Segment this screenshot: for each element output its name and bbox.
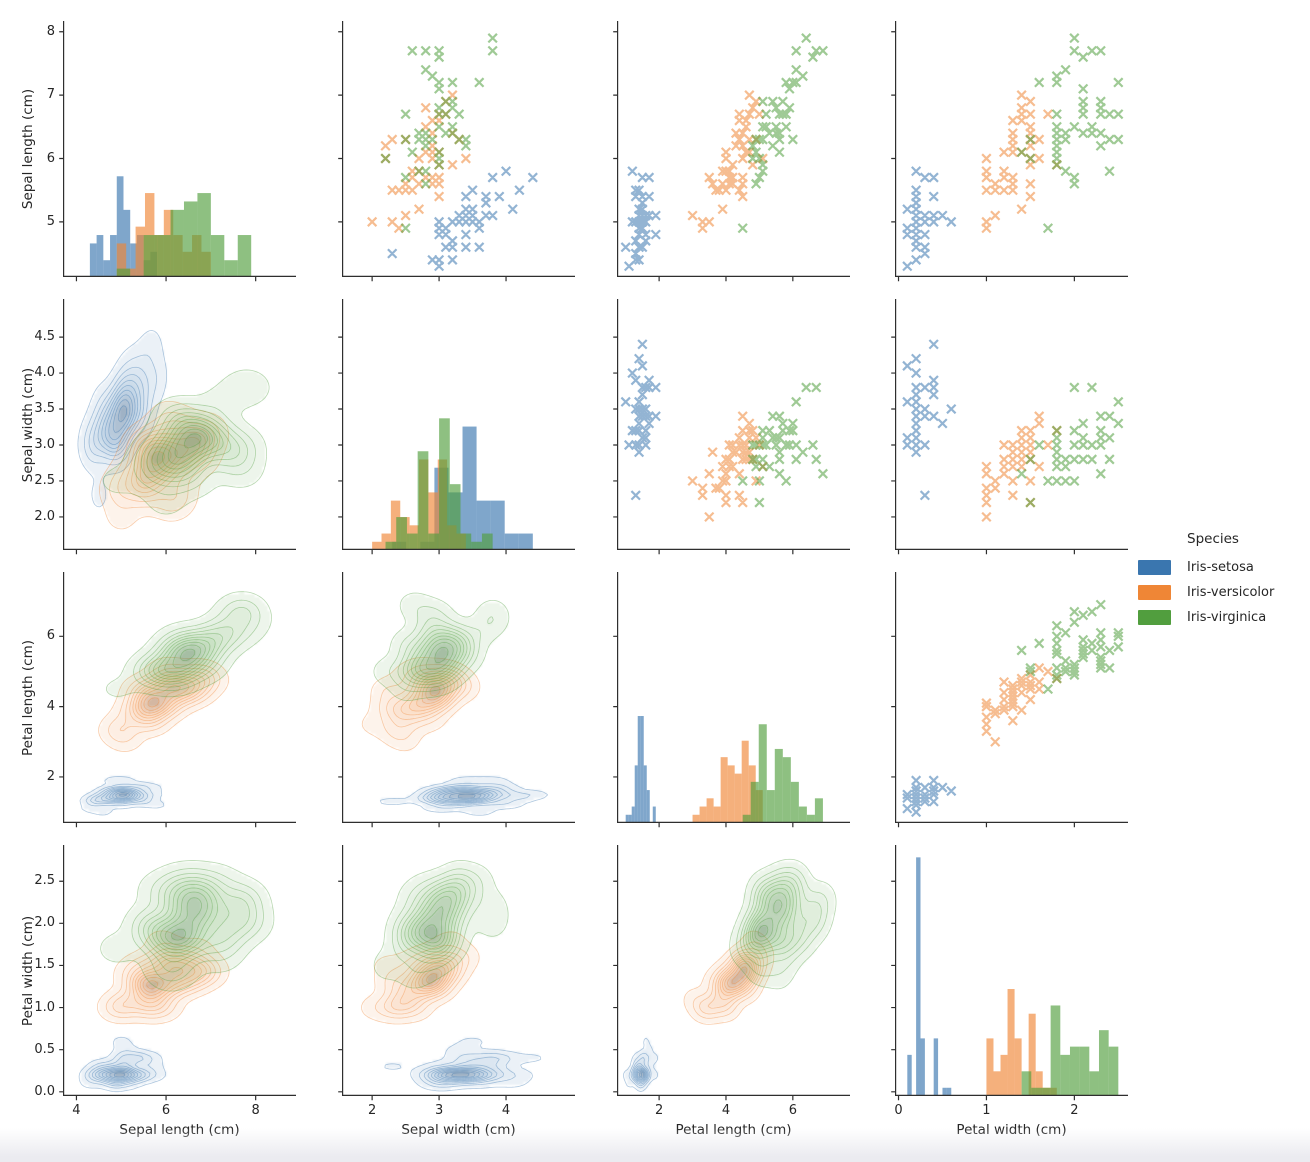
legend-title: Species (1187, 531, 1239, 547)
legend-items: Iris-setosa Iris-versicolor Iris-virginica (1138, 555, 1310, 630)
subplot-petal_width-vs-sepal_width-kde (335, 845, 575, 1103)
ytick-petal_length-2: 2 (46, 768, 55, 784)
subplot-sepal_width-vs-sepal_length-kde (56, 299, 296, 557)
ytick-sepal_length-5: 5 (46, 213, 55, 229)
legend: Species Iris-setosa Iris-versicolor Iris-v… (1138, 531, 1310, 630)
histogram-canvas-row1-col1 (56, 21, 296, 284)
subplot-petal_length-vs-sepal_length-kde (56, 572, 296, 830)
ytick-sepal_width-4.5: 4.5 (34, 329, 55, 345)
xtick-petal_length-2: 2 (654, 1103, 664, 1118)
subplot-sepal_length-vs-sepal_length-histogram (56, 21, 296, 284)
y-axis-title-petal_width: Petal width (cm) (20, 915, 36, 1026)
kde-canvas-row3-col2 (335, 572, 575, 830)
subplot-petal_length-vs-petal_length-histogram (610, 572, 850, 830)
histogram-canvas-row3-col3 (610, 572, 850, 830)
ytick-petal_length-6: 6 (46, 628, 55, 644)
xtick-petal_length-4: 4 (721, 1103, 731, 1118)
ytick-sepal_length-6: 6 (46, 150, 55, 166)
ytick-petal_width-0.5: 0.5 (34, 1041, 55, 1057)
ytick-petal_width-0.0: 0.0 (34, 1083, 55, 1099)
legend-entry-label: Iris-setosa (1187, 560, 1254, 575)
ytick-petal_length-4: 4 (46, 698, 55, 714)
subplot-sepal_width-vs-petal_width-scatter (888, 299, 1128, 557)
subplot-petal_length-vs-sepal_width-kde (335, 572, 575, 830)
subplot-petal_length-vs-petal_width-scatter (888, 572, 1128, 830)
scatter-canvas-row1-col3 (610, 21, 850, 284)
ytick-petal_width-2.5: 2.5 (34, 873, 55, 889)
ytick-petal_width-2.0: 2.0 (34, 915, 55, 931)
ytick-petal_width-1.5: 1.5 (34, 957, 55, 973)
y-axis-title-sepal_length: Sepal length (cm) (20, 88, 36, 210)
legend-item-iris-versicolor: Iris-versicolor (1138, 580, 1310, 605)
scatter-canvas-row1-col2 (335, 21, 575, 284)
scatter-canvas-row1-col4 (888, 21, 1128, 284)
histogram-canvas-row4-col4 (888, 845, 1128, 1103)
kde-canvas-row2-col1 (56, 299, 296, 557)
xtick-sepal_width-2: 2 (367, 1103, 377, 1118)
y-axis-title-petal_length: Petal length (cm) (20, 639, 36, 756)
ytick-sepal_width-3.5: 3.5 (34, 401, 55, 417)
xtick-sepal_length-8: 8 (251, 1103, 260, 1118)
ytick-sepal_width-2.5: 2.5 (34, 472, 55, 488)
subplot-petal_width-vs-petal_width-histogram (888, 845, 1128, 1103)
xtick-petal_width-2: 2 (1070, 1103, 1079, 1118)
histogram-canvas-row2-col2 (335, 299, 575, 557)
scatter-canvas-row3-col4 (888, 572, 1128, 830)
legend-item-iris-virginica: Iris-virginica (1138, 605, 1310, 630)
ytick-sepal_width-4.0: 4.0 (34, 365, 55, 381)
kde-canvas-row4-col1 (56, 845, 296, 1103)
bottom-gradient (0, 1128, 1310, 1162)
subplot-sepal_width-vs-petal_length-scatter (610, 299, 850, 557)
xtick-sepal_width-4: 4 (501, 1103, 511, 1118)
subplot-sepal_length-vs-sepal_width-scatter (335, 21, 575, 284)
legend-swatch-iris-virginica (1138, 610, 1171, 625)
y-axis-title-sepal_width: Sepal width (cm) (20, 367, 36, 482)
ytick-petal_width-1.0: 1.0 (34, 999, 55, 1015)
ytick-sepal_width-3.0: 3.0 (34, 436, 55, 452)
kde-canvas-row4-col3 (610, 845, 850, 1103)
ytick-sepal_length-8: 8 (46, 23, 55, 39)
subplot-petal_width-vs-petal_length-kde (610, 845, 850, 1103)
ytick-sepal_width-2.0: 2.0 (34, 508, 55, 524)
xtick-sepal_width-3: 3 (434, 1103, 444, 1118)
legend-swatch-iris-setosa (1138, 560, 1171, 575)
subplot-sepal_length-vs-petal_width-scatter (888, 21, 1128, 284)
scatter-canvas-row2-col4 (888, 299, 1128, 557)
scatter-canvas-row2-col3 (610, 299, 850, 557)
xtick-sepal_length-4: 4 (72, 1103, 81, 1118)
ytick-sepal_length-7: 7 (46, 87, 55, 103)
xtick-sepal_length-6: 6 (161, 1103, 171, 1118)
legend-entry-label: Iris-virginica (1187, 610, 1267, 625)
legend-swatch-iris-versicolor (1138, 585, 1171, 600)
kde-canvas-row4-col2 (335, 845, 575, 1103)
subplot-petal_width-vs-sepal_length-kde (56, 845, 296, 1103)
subplot-sepal_width-vs-sepal_width-histogram (335, 299, 575, 557)
xtick-petal_width-1: 1 (982, 1103, 991, 1118)
legend-item-iris-setosa: Iris-setosa (1138, 555, 1310, 580)
legend-entry-label: Iris-versicolor (1187, 585, 1275, 600)
xtick-petal_length-6: 6 (788, 1103, 797, 1118)
xtick-petal_width-0: 0 (894, 1103, 903, 1118)
subplot-sepal_length-vs-petal_length-scatter (610, 21, 850, 284)
kde-canvas-row3-col1 (56, 572, 296, 830)
